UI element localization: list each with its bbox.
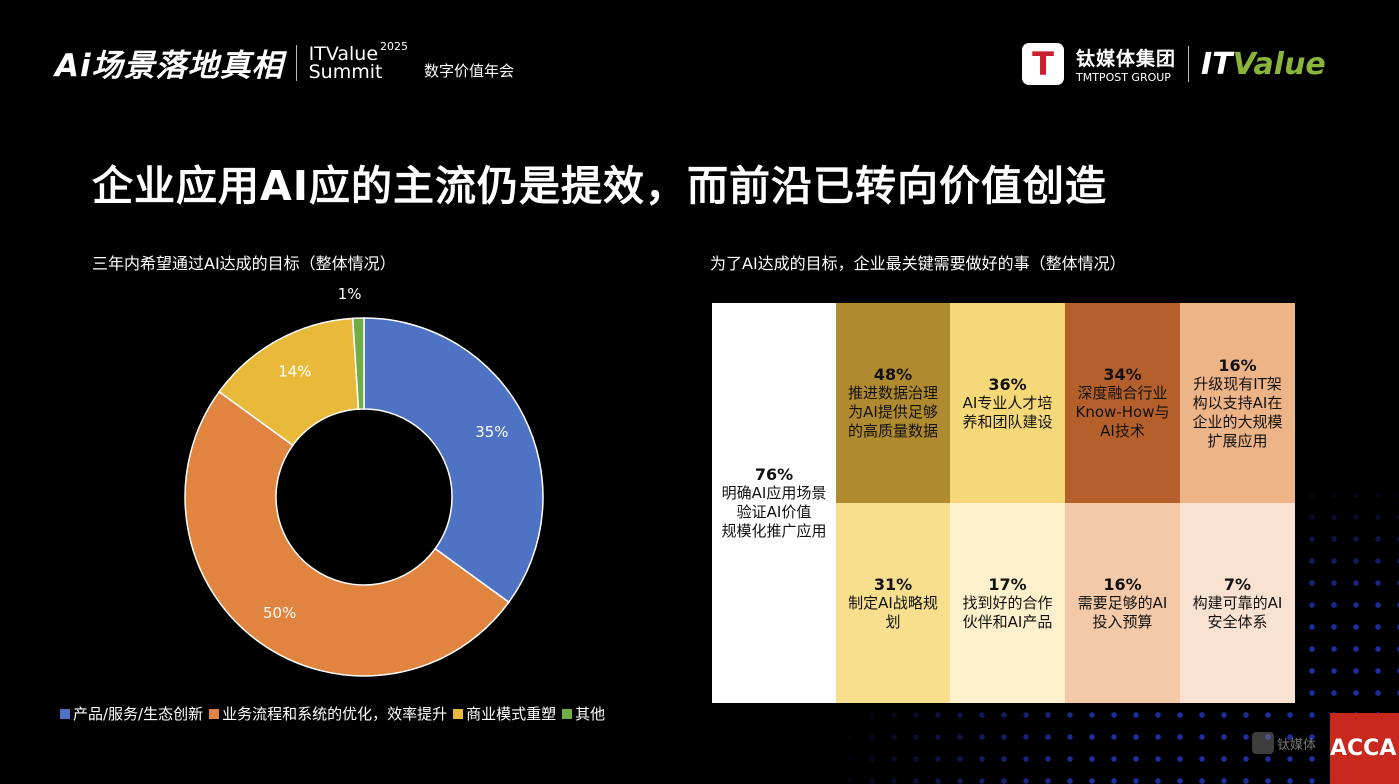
itvalue-it: IT	[1201, 46, 1233, 82]
donut-slice	[218, 317, 360, 447]
cell-percent: 16%	[1218, 355, 1257, 375]
summit-year: 2025	[380, 39, 409, 53]
legend-label: 业务流程和系统的优化，效率提升	[222, 705, 448, 723]
donut-slice	[184, 390, 510, 677]
legend-swatch	[562, 709, 573, 719]
event-logo: Ai场景落地真相 ITValue 2025 Summit 数字价值年会	[55, 40, 514, 85]
table-cell: 16% 升级现有IT架构以支持AI在企业的大规模扩展应用	[1180, 303, 1295, 503]
legend-label: 产品/服务/生态创新	[73, 705, 204, 723]
cell-text: 规模化推广应用	[721, 522, 827, 540]
table-cell: 48% 推进数据治理为AI提供足够的高质量数据	[836, 303, 950, 503]
legend-item: 商业模式重塑	[453, 703, 556, 724]
slice-label: 35%	[475, 423, 508, 441]
legend-swatch	[209, 709, 220, 719]
table-title: 为了AI达成的目标，企业最关键需要做好的事（整体情况）	[710, 254, 1126, 273]
cell-text: AI专业人才培养和团队建设	[962, 393, 1053, 431]
cell-percent: 31%	[873, 574, 913, 594]
watermark-icon	[1252, 732, 1274, 754]
table-cell: 7% 构建可靠的AI安全体系	[1180, 503, 1295, 703]
legend-swatch	[60, 709, 70, 719]
key-actions-table: 76% 明确AI应用场景 验证AI价值 规模化推广应用 48% 推进数据治理为AI提供足够…	[712, 303, 1295, 703]
org-name: 钛媒体集团 TMTPOST GROUP	[1076, 44, 1176, 84]
cell-text: 找到好的合作伙伴和AI产品	[962, 593, 1053, 631]
org-name-cn: 钛媒体集团	[1076, 48, 1177, 70]
org-name-en: TMTPOST GROUP	[1076, 71, 1171, 84]
table-cell: 17% 找到好的合作伙伴和AI产品	[950, 503, 1065, 703]
slice-label: 14%	[278, 362, 311, 380]
slice-label: 1%	[338, 285, 362, 303]
donut-chart: 35% 50% 14% 1%	[184, 285, 544, 677]
summit-line1: ITValue	[308, 42, 379, 65]
itvalue-value: Value	[1232, 46, 1326, 82]
chart-title: 三年内希望通过AI达成的目标（整体情况）	[92, 254, 396, 273]
legend-item: 业务流程和系统的优化，效率提升	[209, 703, 447, 724]
divider	[295, 44, 297, 81]
tmtpost-icon: T	[1022, 43, 1064, 85]
page-title: 企业应用AI应的主流仍是提效，而前沿已转向价值创造	[92, 162, 1107, 210]
chart-legend: 产品/服务/生态创新 业务流程和系统的优化，效率提升 商业模式重塑 其他	[60, 703, 605, 724]
cell-percent: 36%	[988, 374, 1027, 394]
summit-line1-row: ITValue 2025	[308, 41, 408, 65]
org-logo: T 钛媒体集团 TMTPOST GROUP ITValue	[1022, 43, 1326, 85]
legend-item: 其他	[562, 703, 605, 724]
cell-text: 构建可靠的AI安全体系	[1192, 593, 1283, 631]
cell-percent: 34%	[1103, 365, 1142, 384]
cell-text: 制定AI战略规划	[848, 593, 938, 631]
legend-label: 其他	[575, 705, 606, 723]
cell-percent: 17%	[988, 574, 1027, 594]
cell-text: 深度融合行业Know-How与AI技术	[1075, 384, 1170, 440]
cell-text: 验证AI价值	[736, 503, 812, 521]
cell-percent: 7%	[1223, 574, 1252, 594]
donut-slice	[363, 317, 544, 604]
legend-swatch	[453, 709, 464, 719]
itvalue-logo: ITValue	[1201, 47, 1326, 82]
cell-percent: 48%	[873, 365, 913, 384]
cell-text: 升级现有IT架构以支持AI在企业的大规模扩展应用	[1192, 374, 1283, 450]
table-cell: 16% 需要足够的AI投入预算	[1065, 503, 1180, 703]
cell-percent: 76%	[754, 465, 794, 484]
table-cell: 76% 明确AI应用场景 验证AI价值 规模化推广应用	[712, 303, 836, 703]
table-cell: 36% AI专业人才培养和团队建设	[950, 303, 1065, 503]
divider	[1188, 46, 1190, 82]
donut-slice	[351, 317, 365, 410]
cell-text: 需要足够的AI投入预算	[1077, 593, 1168, 631]
summit-cn: 数字价值年会	[424, 62, 515, 80]
legend-item: 产品/服务/生态创新	[60, 703, 203, 724]
slice-label: 50%	[263, 604, 296, 622]
cell-percent: 16%	[1103, 574, 1142, 594]
acca-logo: ACCA	[1330, 713, 1399, 784]
watermark: 钛媒体	[1252, 732, 1316, 754]
acca-text: ACCA	[1330, 736, 1397, 761]
event-logo-text: Ai场景落地真相	[55, 48, 284, 84]
summit-logo: ITValue 2025 Summit	[308, 41, 408, 83]
table-cell: 34% 深度融合行业Know-How与AI技术	[1065, 303, 1180, 503]
summit-line2: Summit	[308, 60, 383, 83]
cell-text: 明确AI应用场景	[721, 484, 827, 502]
cell-text: 推进数据治理为AI提供足够的高质量数据	[847, 384, 938, 440]
table-cell: 31% 制定AI战略规划	[836, 503, 950, 703]
legend-label: 商业模式重塑	[466, 705, 557, 723]
watermark-text: 钛媒体	[1277, 737, 1317, 753]
